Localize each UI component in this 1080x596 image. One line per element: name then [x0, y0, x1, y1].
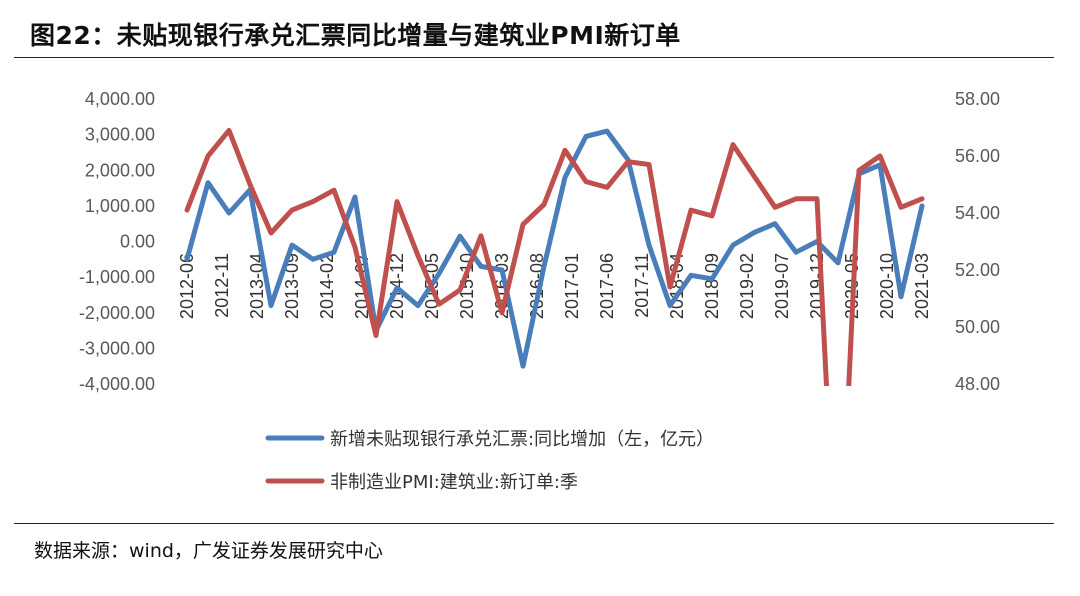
left-axis-tick-label: 4,000.00 [85, 89, 155, 109]
series-line-2 [184, 127, 925, 386]
left-axis-tick-label: -2,000.00 [79, 303, 155, 323]
left-axis-tick-label: -4,000.00 [79, 374, 155, 394]
x-axis-tick-label: 2021-03 [912, 253, 932, 319]
right-axis-tick-label: 56.00 [955, 146, 1000, 166]
right-axis-tick-label: 54.00 [955, 203, 1000, 223]
x-axis-tick-label: 2019-02 [737, 253, 757, 319]
legend-label-2: 非制造业PMI:建筑业:新订单:季 [330, 472, 578, 493]
x-axis-tick-label: 2015-10 [457, 253, 477, 319]
x-axis-tick-label: 2013-09 [282, 253, 302, 319]
right-axis-tick-label: 48.00 [955, 374, 1000, 394]
source-note: 数据来源：wind，广发证券发展研究中心 [34, 540, 383, 562]
x-axis-tick-label: 2017-06 [597, 253, 617, 319]
series-lines [184, 127, 925, 386]
x-axis-tick-label: 2012-11 [212, 253, 232, 318]
right-axis-ticks: 58.00 56.00 54.00 52.00 50.00 48.00 [955, 89, 1000, 394]
left-axis-tick-label: -1,000.00 [79, 267, 155, 287]
chart-title: 图22：未贴现银行承兑汇票同比增量与建筑业PMI新订单 [30, 21, 681, 50]
left-axis-ticks: 4,000.00 3,000.00 2,000.00 1,000.00 0.00 -1,0… [79, 89, 155, 394]
left-axis-tick-label: 0.00 [120, 232, 155, 252]
left-axis-tick-label: 3,000.00 [85, 125, 155, 145]
right-axis-tick-label: 58.00 [955, 89, 1000, 109]
x-axis-tick-label: 2017-01 [562, 253, 582, 319]
legend-label-1: 新增未贴现银行承兑汇票:同比增加（左，亿元） [330, 429, 714, 450]
right-axis-tick-label: 50.00 [955, 317, 1000, 337]
x-axis-tick-label: 2017-11 [632, 253, 652, 318]
x-axis-tick-label: 2014-02 [317, 253, 337, 319]
source-divider [14, 523, 1054, 524]
legend: 新增未贴现银行承兑汇票:同比增加（左，亿元） 非制造业PMI:建筑业:新订单:季 [265, 429, 714, 493]
series-line-1 [184, 128, 925, 369]
left-axis-tick-label: 1,000.00 [85, 196, 155, 216]
x-axis-tick-label: 2020-10 [877, 253, 897, 319]
left-axis-tick-label: 2,000.00 [85, 160, 155, 180]
x-axis-tick-label: 2012-06 [177, 253, 197, 319]
right-axis-tick-label: 52.00 [955, 260, 1000, 280]
title-divider [14, 57, 1054, 58]
left-axis-tick-label: -3,000.00 [79, 338, 155, 358]
x-axis-tick-label: 2019-07 [772, 253, 792, 319]
